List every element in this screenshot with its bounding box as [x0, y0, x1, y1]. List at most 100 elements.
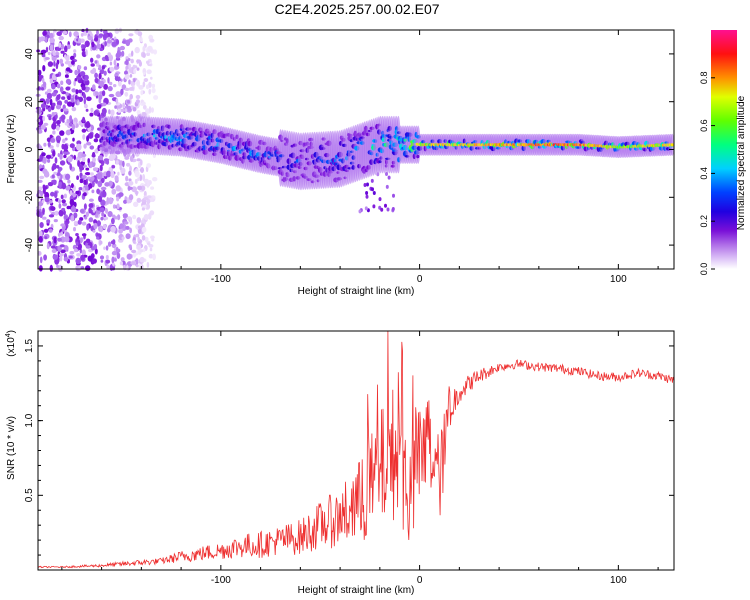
- heat-cell: [42, 156, 47, 164]
- heat-cell: [50, 138, 56, 143]
- heat-cell: [128, 194, 134, 201]
- heat-cell: [55, 73, 60, 78]
- heat-cell: [96, 43, 102, 50]
- heat-cell: [63, 256, 69, 262]
- heat-cell: [65, 67, 71, 72]
- heat-cell: [86, 41, 90, 46]
- heat-cell: [86, 96, 92, 102]
- heat-cell: [64, 45, 68, 53]
- heat-cell: [73, 221, 78, 225]
- heat-cell: [100, 160, 105, 166]
- colorbar-tick-label: 0.0: [699, 263, 709, 276]
- heat-cell: [88, 207, 92, 214]
- heat-cell: [105, 208, 108, 214]
- heat-cell: [385, 184, 389, 189]
- heat-cell: [63, 143, 68, 151]
- heat-cell: [103, 158, 110, 162]
- heat-cell: [58, 253, 64, 257]
- heat-cell: [115, 160, 119, 165]
- heat-cell: [81, 128, 87, 133]
- heat-cell: [146, 180, 150, 188]
- heat-cell: [92, 157, 96, 163]
- heat-cell: [65, 78, 71, 85]
- heat-cell: [94, 77, 99, 84]
- heat-cell: [112, 239, 116, 245]
- heat-cell: [77, 243, 83, 251]
- heat-cell: [89, 161, 93, 169]
- heat-cell: [142, 52, 146, 58]
- heat-cell: [153, 95, 159, 100]
- heat-cell: [69, 163, 72, 171]
- heat-cell: [142, 81, 146, 88]
- heat-cell: [69, 199, 75, 206]
- heat-cell: [138, 60, 142, 67]
- heat-cell: [126, 265, 129, 271]
- heat-cell: [81, 249, 86, 257]
- heat-cell: [101, 107, 107, 115]
- heat-cell: [139, 256, 145, 263]
- heat-cell: [108, 197, 114, 205]
- heat-cell: [132, 64, 136, 69]
- heat-cell: [45, 104, 49, 110]
- heat-cell: [57, 237, 62, 242]
- heat-cell: [96, 29, 99, 36]
- heat-cell: [47, 61, 54, 67]
- heat-cell: [95, 178, 98, 184]
- heat-cell: [94, 60, 98, 64]
- heat-cell: [386, 207, 390, 212]
- heat-cell: [94, 37, 98, 42]
- heat-cell: [93, 243, 98, 250]
- heat-cell: [37, 186, 43, 191]
- heat-cell: [46, 219, 51, 224]
- heat-cell: [147, 242, 151, 246]
- heat-cell: [86, 141, 92, 146]
- heat-cell: [38, 236, 43, 243]
- heat-cell: [69, 190, 73, 196]
- heat-cell: [90, 176, 95, 181]
- heat-cell: [65, 173, 71, 180]
- heat-cell: [89, 112, 94, 117]
- heat-cell: [115, 246, 119, 253]
- heat-cell: [81, 85, 86, 91]
- heat-cell: [83, 179, 87, 185]
- heat-cell: [370, 178, 374, 183]
- heat-cell: [85, 238, 91, 243]
- heat-cell: [58, 35, 64, 41]
- heat-cell: [81, 221, 87, 226]
- heat-cell: [135, 258, 139, 262]
- heat-cell: [73, 31, 79, 37]
- heat-cell: [109, 81, 113, 86]
- heat-cell: [59, 130, 65, 136]
- heat-cell: [130, 58, 134, 64]
- heat-cell: [101, 90, 106, 97]
- heat-cell: [140, 90, 144, 96]
- heat-cell: [146, 198, 151, 205]
- y-tick-label: 1.0: [24, 413, 35, 427]
- heat-cell: [385, 172, 388, 176]
- heat-cell: [52, 68, 56, 72]
- heat-cell: [117, 171, 120, 176]
- heat-cell: [126, 162, 131, 167]
- heat-cell: [81, 233, 87, 237]
- heat-cell: [42, 168, 48, 175]
- heat-cell: [58, 203, 62, 209]
- heat-cell: [96, 188, 100, 195]
- heat-cell: [122, 213, 128, 218]
- heat-cell: [71, 123, 76, 131]
- heat-cell: [99, 80, 105, 88]
- heat-cell: [37, 179, 43, 183]
- heat-cell: [111, 217, 115, 225]
- heat-cell: [79, 71, 86, 77]
- heat-cell: [79, 38, 85, 43]
- heat-cell: [101, 212, 105, 217]
- heat-cell: [101, 102, 107, 107]
- heat-cell: [132, 106, 137, 112]
- heat-cell: [90, 57, 94, 63]
- heat-cell: [81, 175, 87, 179]
- heat-cell: [75, 233, 79, 237]
- heat-cell: [105, 259, 111, 264]
- heat-cell: [93, 110, 99, 116]
- heat-cell: [82, 187, 86, 193]
- heat-cell: [52, 102, 56, 107]
- heat-cell: [109, 66, 115, 72]
